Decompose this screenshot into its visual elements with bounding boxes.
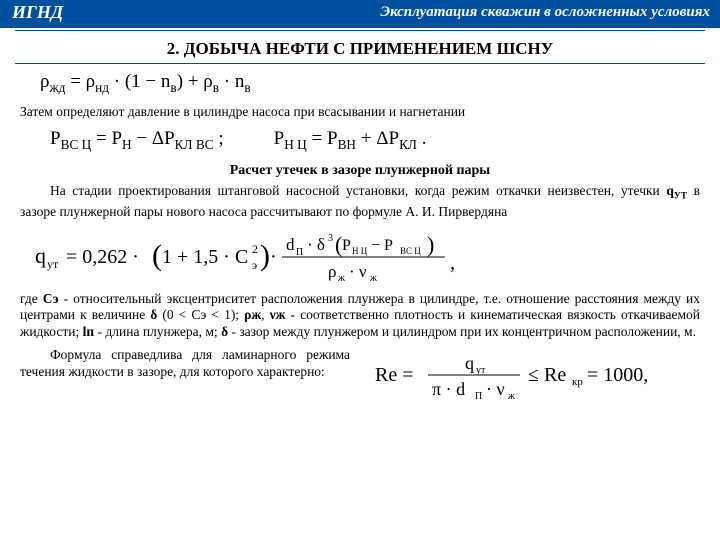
p3-rho: ρж (244, 307, 261, 322)
svg-text:· δ: · δ (307, 235, 325, 254)
divider-under-title (15, 63, 705, 64)
svg-text:·: · (270, 246, 277, 268)
formula-density: ρжд = ρнд · (1 − nв) + ρв · nв (40, 70, 700, 96)
svg-text:3: 3 (328, 233, 333, 244)
svg-text:): ) (260, 239, 270, 272)
svg-text:ж: ж (369, 273, 377, 284)
header-left-logo: ИГНД (0, 0, 110, 28)
formula-p-discharge: PН Ц = PВН + ΔPКЛ . (274, 127, 427, 153)
svg-text:H Ц: H Ц (352, 246, 368, 256)
p3-ce: Сэ (43, 291, 59, 306)
svg-text:q: q (465, 353, 474, 373)
svg-text:1 + 1,5 · C: 1 + 1,5 · C (162, 246, 248, 268)
svg-text:Re =: Re = (375, 364, 414, 386)
svg-text:P: P (342, 237, 351, 254)
p3-t3: , (261, 307, 269, 322)
formula-reynolds: Re = q ут π · d П · ν ж ≤ Re кр = 1000, (360, 347, 700, 402)
p3-nu: νж (270, 307, 286, 322)
svg-text:= 0,262 ·: = 0,262 · (66, 246, 139, 268)
svg-text:): ) (427, 232, 434, 257)
para2-qut: qУТ (666, 183, 687, 198)
p3-t5: - длина плунжера, м; (94, 324, 221, 339)
p3-lp: lп (83, 324, 95, 339)
svg-text:ут: ут (47, 257, 59, 271)
svg-text:2: 2 (252, 242, 258, 256)
svg-text:= 1000,: = 1000, (587, 364, 648, 386)
divider-top (15, 30, 705, 31)
para-1: Затем определяют давление в цилиндре нас… (20, 104, 700, 121)
para-3: где Сэ - относительный эксцентриситет ра… (20, 291, 700, 342)
svg-text:ж: ж (337, 273, 345, 284)
para-laminar: Формула справедлива для ламинарного режи… (20, 347, 350, 402)
formula-pressures: PВС Ц = PН − ΔPКЛ ВС ; PН Ц = PВН + ΔPКЛ… (50, 127, 700, 153)
formula-qut: q ут = 0,262 · ( 1 + 1,5 · C 2 э ) · d П… (30, 225, 700, 285)
svg-text:− P: − P (371, 237, 393, 254)
header-right-title: Эксплуатация скважин в осложненных услов… (110, 0, 720, 28)
svg-text:≤ Re: ≤ Re (528, 364, 566, 386)
subsection-title: Расчет утечек в зазоре плунжерной пары (20, 162, 700, 180)
svg-text:(: ( (152, 239, 162, 272)
svg-text:d: d (286, 235, 295, 254)
para2-text-1: На стадии проектирования штанговой насос… (50, 183, 666, 198)
svg-text:э: э (252, 258, 257, 272)
p3-t6: - зазор между плунжером и цилиндром при … (228, 324, 696, 339)
svg-text:· ν: · ν (349, 262, 367, 281)
p3-t0: где (20, 291, 43, 306)
svg-text:· ν: · ν (486, 379, 505, 399)
svg-text:кр: кр (572, 376, 583, 388)
formula-p-suction: PВС Ц = PН − ΔPКЛ ВС ; (50, 127, 224, 153)
svg-text:,: , (450, 252, 455, 274)
svg-text:П: П (296, 247, 303, 258)
svg-text:ж: ж (507, 391, 515, 402)
bottom-row: Формула справедлива для ламинарного режи… (20, 347, 700, 402)
content-body: ρжд = ρнд · (1 − nв) + ρв · nв Затем опр… (0, 70, 720, 402)
svg-text:П: П (475, 391, 482, 402)
svg-text:ут: ут (476, 365, 486, 376)
header-bar: ИГНД Эксплуатация скважин в осложненных … (0, 0, 720, 28)
svg-text:π · d: π · d (432, 379, 465, 399)
svg-text:BC Ц: BC Ц (400, 246, 421, 256)
section-title: 2. ДОБЫЧА НЕФТИ С ПРИМЕНЕНИЕМ ШСНУ (0, 39, 720, 59)
para-2: На стадии проектирования штанговой насос… (20, 183, 700, 220)
svg-text:ρ: ρ (328, 262, 336, 281)
svg-text:q: q (35, 243, 46, 268)
p3-t2: (0 < Сэ < 1); (157, 307, 244, 322)
